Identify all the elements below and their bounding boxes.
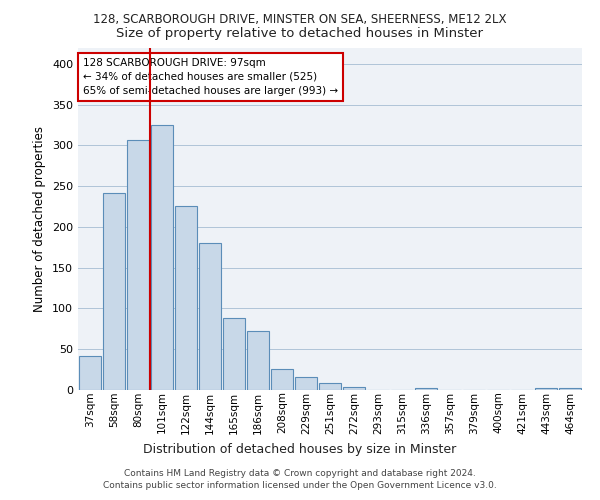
Text: Contains HM Land Registry data © Crown copyright and database right 2024.: Contains HM Land Registry data © Crown c… — [124, 468, 476, 477]
Bar — [199, 243, 221, 390]
Bar — [295, 377, 317, 390]
Y-axis label: Number of detached properties: Number of detached properties — [34, 126, 46, 312]
Text: 128 SCARBOROUGH DRIVE: 97sqm
← 34% of detached houses are smaller (525)
65% of s: 128 SCARBOROUGH DRIVE: 97sqm ← 34% of de… — [83, 58, 338, 96]
Bar — [247, 332, 269, 390]
Bar — [271, 369, 293, 390]
Bar — [223, 318, 245, 390]
Bar — [319, 382, 341, 390]
Bar — [127, 140, 149, 390]
Bar — [79, 356, 101, 390]
Text: Distribution of detached houses by size in Minster: Distribution of detached houses by size … — [143, 442, 457, 456]
Bar — [151, 125, 173, 390]
Bar — [343, 386, 365, 390]
Text: Size of property relative to detached houses in Minster: Size of property relative to detached ho… — [116, 28, 484, 40]
Bar — [415, 388, 437, 390]
Bar — [559, 388, 581, 390]
Bar — [175, 206, 197, 390]
Bar — [535, 388, 557, 390]
Text: 128, SCARBOROUGH DRIVE, MINSTER ON SEA, SHEERNESS, ME12 2LX: 128, SCARBOROUGH DRIVE, MINSTER ON SEA, … — [93, 12, 507, 26]
Bar — [103, 192, 125, 390]
Text: Contains public sector information licensed under the Open Government Licence v3: Contains public sector information licen… — [103, 481, 497, 490]
